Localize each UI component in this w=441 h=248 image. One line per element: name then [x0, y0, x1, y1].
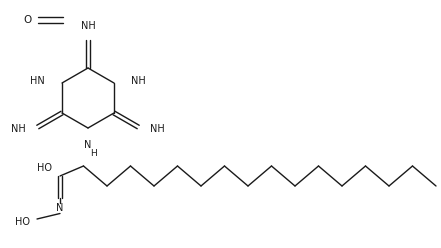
- Text: HO: HO: [15, 217, 30, 227]
- Text: N: N: [56, 203, 64, 213]
- Text: O: O: [24, 15, 32, 25]
- Text: NH: NH: [131, 76, 146, 86]
- Text: H: H: [90, 149, 97, 158]
- Text: HO: HO: [37, 163, 52, 173]
- Text: N: N: [84, 140, 92, 150]
- Text: NH: NH: [81, 21, 95, 31]
- Text: NH: NH: [150, 124, 165, 134]
- Text: HN: HN: [30, 76, 45, 86]
- Text: NH: NH: [11, 124, 26, 134]
